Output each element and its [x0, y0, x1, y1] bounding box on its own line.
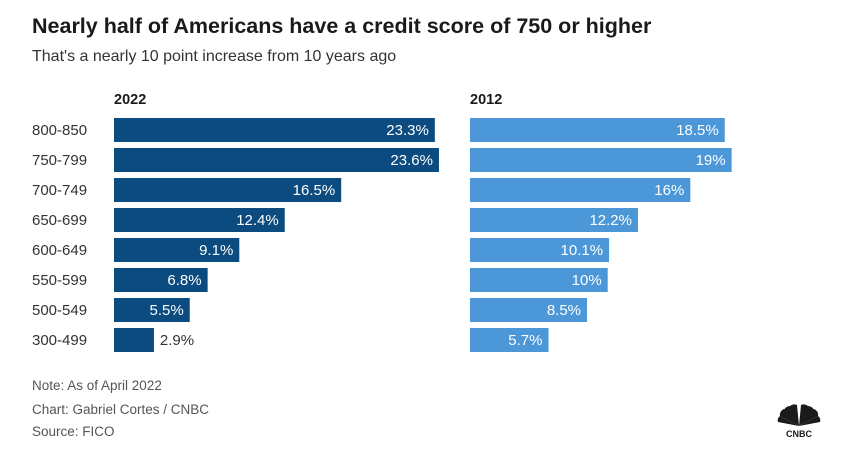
bar — [114, 208, 285, 232]
bar — [470, 268, 608, 292]
bar — [470, 298, 588, 322]
data-label: 9.1% — [199, 242, 233, 259]
bar — [114, 298, 190, 322]
panel-title-2012: 2012 — [470, 92, 503, 108]
data-label: 12.4% — [236, 212, 279, 229]
cnbc-peacock-icon: CNBC — [777, 404, 821, 438]
data-label: 10% — [572, 272, 602, 289]
category-label: 500-549 — [32, 302, 87, 319]
data-label: 16.5% — [293, 182, 336, 199]
category-label: 550-599 — [32, 272, 87, 289]
category-label: 750-799 — [32, 152, 87, 169]
bar — [114, 148, 439, 172]
logo-text: CNBC — [786, 429, 812, 438]
data-label: 2.9% — [160, 332, 194, 349]
bar — [114, 178, 342, 202]
bar — [470, 328, 549, 352]
data-label: 12.2% — [589, 212, 632, 229]
footer-source: Source: FICO — [32, 424, 115, 439]
bar — [470, 178, 691, 202]
bar — [470, 208, 638, 232]
data-label: 19% — [696, 152, 726, 169]
bar — [470, 118, 725, 142]
footer-note: Note: As of April 2022 — [32, 378, 162, 393]
panel-title-2022: 2022 — [114, 92, 147, 108]
category-label: 700-749 — [32, 182, 87, 199]
bar — [114, 268, 208, 292]
data-label: 5.5% — [150, 302, 184, 319]
bar — [470, 148, 732, 172]
data-label: 5.7% — [508, 332, 542, 349]
data-label: 23.6% — [390, 152, 433, 169]
category-label: 800-850 — [32, 122, 87, 139]
category-label: 650-699 — [32, 212, 87, 229]
category-label: 300-499 — [32, 332, 87, 349]
data-label: 8.5% — [547, 302, 581, 319]
bar — [114, 118, 435, 142]
data-label: 18.5% — [676, 122, 719, 139]
footer-credit: Chart: Gabriel Cortes / CNBC — [32, 402, 210, 417]
data-label: 10.1% — [561, 242, 604, 259]
data-label: 16% — [654, 182, 684, 199]
category-label: 600-649 — [32, 242, 87, 259]
bar — [470, 238, 610, 262]
bar — [114, 328, 154, 352]
data-label: 6.8% — [167, 272, 201, 289]
chart-subtitle: That's a nearly 10 point increase from 1… — [32, 48, 397, 65]
data-label: 23.3% — [386, 122, 429, 139]
bar — [114, 238, 240, 262]
chart-title: Nearly half of Americans have a credit s… — [32, 14, 652, 38]
